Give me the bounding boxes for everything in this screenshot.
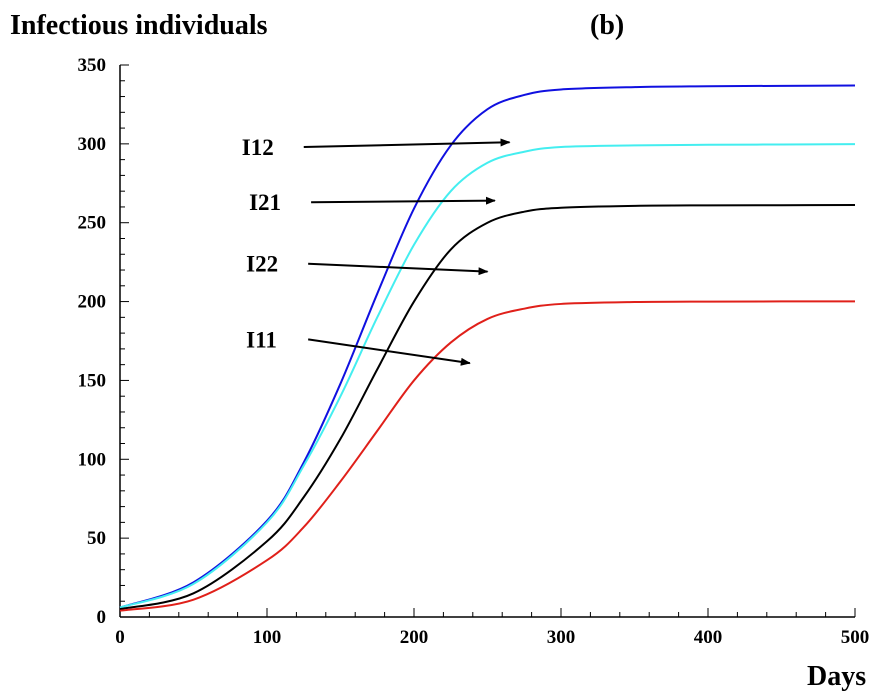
y-tick-label: 100	[78, 449, 107, 470]
y-tick-label: 300	[78, 134, 107, 155]
annotation-label-i21: I21	[249, 190, 281, 215]
x-tick-label: 200	[400, 627, 429, 648]
annotation-arrow-i12	[303, 138, 511, 149]
annotation-label-i22: I22	[246, 252, 278, 277]
x-tick-label: 500	[841, 627, 870, 648]
y-axis-title: Infectious individuals	[10, 10, 268, 41]
annotation-label-i11: I11	[246, 327, 277, 352]
series-line-i22	[119, 204, 856, 611]
y-tick-label: 150	[78, 370, 107, 391]
series-group	[119, 84, 856, 612]
series-line-i12	[119, 84, 856, 609]
y-tick-label: 0	[97, 607, 107, 628]
annotation-arrow-i21	[311, 196, 496, 205]
series-line-i11	[119, 300, 856, 612]
annotation-label-i12: I12	[242, 135, 274, 160]
axes: 0 50 100 150 200 250 300 350 0 100 200 300 400 500	[78, 55, 870, 648]
x-tick-label: 300	[547, 627, 576, 648]
panel-label: (b)	[590, 10, 624, 41]
y-tick-label: 200	[78, 292, 107, 313]
x-tick-label: 400	[694, 627, 723, 648]
x-tick-label: 0	[115, 627, 125, 648]
y-tick-label: 250	[78, 213, 107, 234]
x-axis-title: Days	[807, 661, 866, 692]
y-tick-label: 350	[78, 55, 107, 76]
series-line-i21	[119, 143, 856, 609]
annotations-group: I12 I21 I22 I11	[242, 135, 511, 366]
annotation-arrow-i22	[308, 262, 489, 276]
x-tick-label: 100	[253, 627, 282, 648]
annotation-arrow-i11	[308, 338, 471, 366]
y-tick-label: 50	[87, 528, 106, 549]
